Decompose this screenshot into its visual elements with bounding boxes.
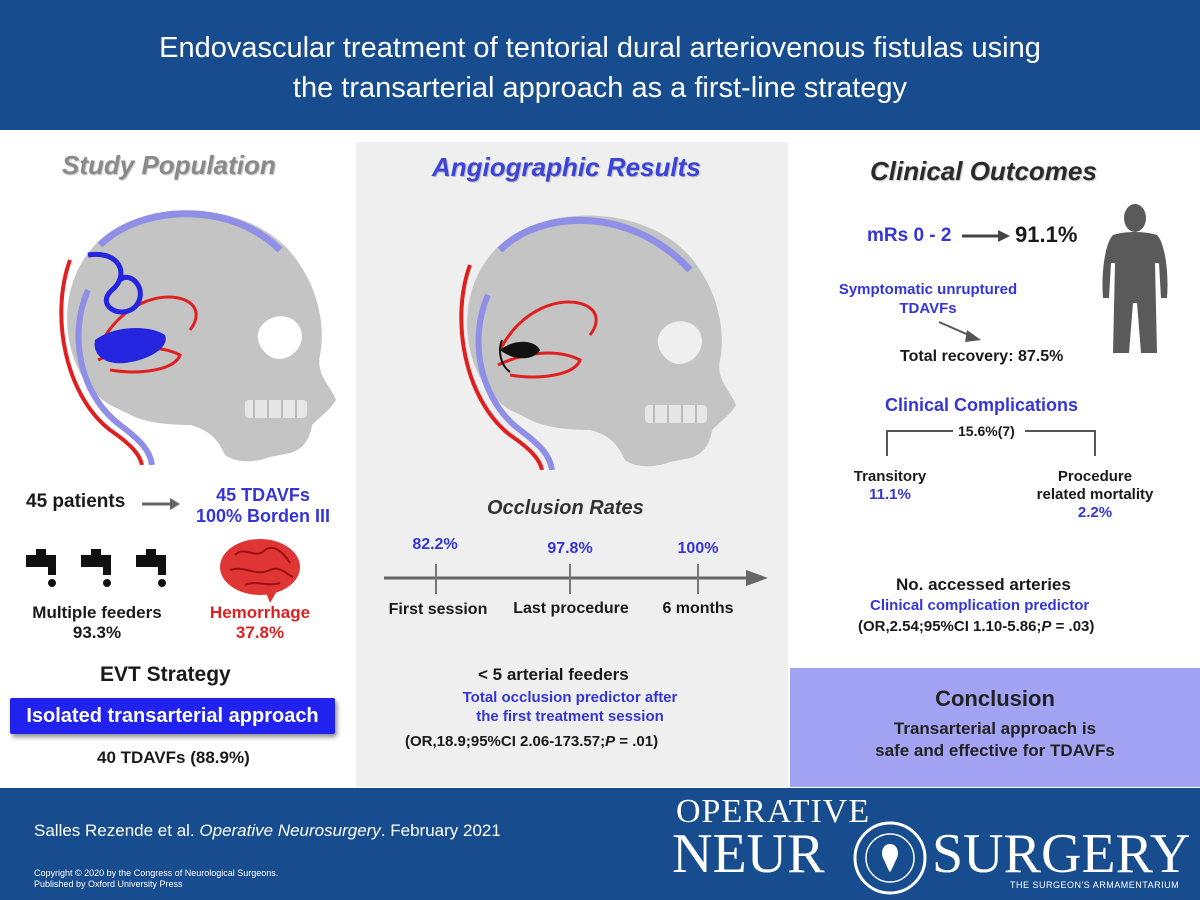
- citation-journal: Operative Neurosurgery: [199, 821, 381, 840]
- timeline-label-3: 6 months: [662, 600, 734, 617]
- citation: Salles Rezende et al. Operative Neurosur…: [34, 821, 501, 841]
- occlusion-stats-text: (OR,18.9;95%CI 2.06-173.57;: [405, 733, 606, 750]
- timeline-label-1: First session: [388, 601, 488, 618]
- footer-banner: Salles Rezende et al. Operative Neurosur…: [0, 788, 1200, 900]
- timeline-arrowhead: [746, 570, 768, 586]
- occlusion-rates-title: Occlusion Rates: [487, 497, 644, 519]
- journal-logo-top: OPERATIVE: [676, 793, 871, 830]
- occlusion-timeline: [384, 564, 768, 594]
- publisher-line: Published by Oxford University Press: [34, 879, 183, 889]
- occlusion-stats-p: P: [605, 733, 616, 750]
- symptomatic-line-2: TDAVFs: [899, 300, 957, 317]
- tdavf-count: 45 TDAVFs: [216, 485, 310, 505]
- clinical-outcomes-title: Clinical Outcomes: [870, 156, 1097, 186]
- study-population-title: Study Population: [62, 150, 276, 180]
- timeline-label-2: Last procedure: [513, 600, 629, 617]
- conclusion-title: Conclusion: [935, 686, 1055, 711]
- borden-grade: 100% Borden III: [195, 506, 331, 526]
- faucet-icon: [136, 549, 166, 587]
- symptomatic-unruptured: Symptomatic unruptured TDAVFs: [822, 280, 1034, 318]
- complication-predictor: Clinical complication predictor: [870, 597, 1090, 614]
- mrs-label: mRs 0 - 2: [867, 225, 952, 246]
- evt-strategy-box: Isolated transarterial approach: [10, 698, 335, 734]
- angiographic-results-title: Angiographic Results: [432, 152, 701, 182]
- total-occlusion-predictor: Total occlusion predictor after the firs…: [420, 688, 720, 726]
- occlusion-stats: (OR,18.9;95%CI 2.06-173.57;P = .01): [405, 733, 658, 750]
- clinical-complications-title: Clinical Complications: [885, 395, 1079, 415]
- feeders-label: Multiple feeders: [32, 603, 162, 622]
- copyright-notice: Copyright © 2020 by the Congress of Neur…: [34, 868, 278, 890]
- complication-stats: (OR,2.54;95%CI 1.10-5.86;P = .03): [858, 618, 1094, 635]
- procedure-value: 2.2%: [1077, 504, 1113, 521]
- occlusion-stats-end: = .01): [615, 733, 659, 750]
- brain-icon: [220, 539, 300, 603]
- transitory-value: 11.1%: [869, 486, 911, 503]
- predictor-line-1: Total occlusion predictor after: [462, 689, 678, 706]
- symptomatic-line-1: Symptomatic unruptured: [838, 281, 1018, 298]
- transitory-label: Transitory: [853, 468, 927, 485]
- arrow-right-icon: [142, 498, 180, 510]
- skull-icon: [67, 210, 337, 462]
- journal-logo-left: NEUR: [672, 823, 825, 885]
- timeline-value-3: 100%: [677, 540, 719, 557]
- conclusion-box: Conclusion Transarterial approach is saf…: [790, 668, 1200, 787]
- citation-authors: Salles Rezende et al.: [34, 821, 200, 840]
- complication-stats-text: (OR,2.54;95%CI 1.10-5.86;: [858, 618, 1042, 635]
- transitory-complications: Transitory 11.1%: [840, 468, 940, 504]
- accessed-arteries: No. accessed arteries: [896, 575, 1071, 594]
- feeders-note: < 5 arterial feeders: [478, 665, 629, 684]
- header-banner: Endovascular treatment of tentorial dura…: [0, 0, 1200, 130]
- procedure-line-2: related mortality: [1036, 486, 1154, 503]
- arrow-down-right-icon: [938, 321, 981, 342]
- evt-count: 40 TDAVFs (88.9%): [97, 748, 250, 767]
- skull-icon: [467, 215, 736, 467]
- evt-strategy-title: EVT Strategy: [100, 663, 231, 686]
- journal-logo-right: SURGERY: [932, 823, 1191, 885]
- arrow-right-icon: [962, 230, 1010, 242]
- timeline-value-1: 82.2%: [412, 536, 458, 553]
- cns-seal-icon: [853, 821, 927, 895]
- tdavf-summary: 45 TDAVFs 100% Borden III: [188, 485, 338, 527]
- complication-stats-p: P: [1041, 618, 1052, 635]
- procedure-line-1: Procedure: [1057, 468, 1133, 485]
- faucet-icons: [22, 545, 172, 595]
- infographic-title: Endovascular treatment of tentorial dura…: [0, 28, 1200, 108]
- hemorrhage-value: 37.8%: [235, 623, 285, 642]
- conclusion-line-1: Transarterial approach is: [893, 719, 1097, 738]
- conclusion-line-2: safe and effective for TDAVFs: [875, 741, 1115, 760]
- title-line-1: Endovascular treatment of tentorial dura…: [159, 32, 1041, 64]
- fistula-vein-icon: [87, 251, 166, 364]
- hemorrhage: Hemorrhage 37.8%: [195, 603, 325, 643]
- procedure-mortality: Procedure related mortality 2.2%: [1020, 468, 1170, 522]
- person-icon: [1102, 204, 1168, 353]
- complication-stats-end: = .03): [1051, 618, 1095, 635]
- faucet-icon: [81, 549, 111, 587]
- complications-bracket: [886, 430, 1096, 456]
- title-line-2: the transarterial approach as a first-li…: [292, 72, 908, 104]
- timeline-value-2: 97.8%: [547, 540, 593, 557]
- conclusion-text: Transarterial approach is safe and effec…: [790, 718, 1200, 762]
- predictor-line-2: the first treatment session: [476, 708, 664, 725]
- hemorrhage-label: Hemorrhage: [209, 603, 311, 622]
- multiple-feeders: Multiple feeders 93.3%: [22, 603, 172, 643]
- embolic-cast-icon: [499, 339, 540, 373]
- copyright-line: Copyright © 2020 by the Congress of Neur…: [34, 868, 279, 878]
- complications-value: 15.6%(7): [958, 423, 1015, 439]
- total-recovery: Total recovery: 87.5%: [900, 348, 1064, 365]
- patients-count: 45 patients: [26, 491, 126, 512]
- journal-tagline: THE SURGEON'S ARMAMENTARIUM: [1010, 880, 1180, 890]
- skull-illustration-left: [59, 210, 337, 465]
- mrs-value: 91.1%: [1015, 222, 1078, 247]
- faucet-icon: [26, 549, 56, 587]
- citation-date: . February 2021: [380, 821, 501, 840]
- skull-illustration-middle: [459, 215, 736, 470]
- feeders-value: 93.3%: [72, 623, 122, 642]
